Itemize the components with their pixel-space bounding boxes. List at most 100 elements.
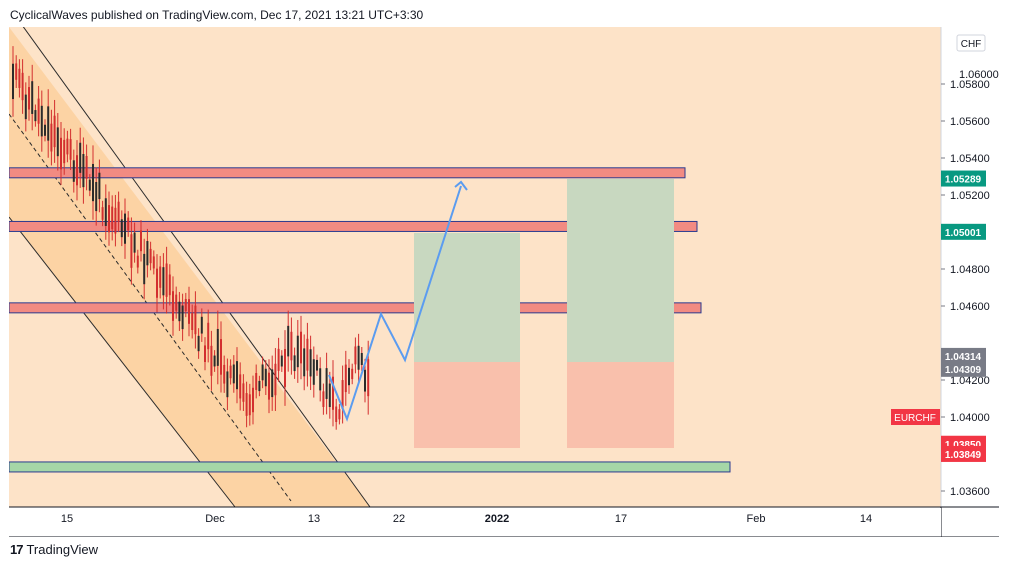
- candle-body: [258, 381, 260, 391]
- zone-resistance-0[interactable]: [9, 168, 685, 178]
- candle-body: [166, 264, 168, 297]
- x-tick-label: Dec: [205, 513, 225, 525]
- y-tick-label: 1.05600: [950, 116, 990, 128]
- candle-body: [319, 368, 321, 390]
- x-tick-label: 17: [615, 513, 627, 525]
- candle-body: [198, 336, 200, 351]
- chart-svg[interactable]: EURCHF 1.03600 1.04000 1.04200 1.04600 1.048…: [9, 27, 999, 537]
- candle-body: [233, 365, 235, 384]
- candle-body: [28, 87, 30, 109]
- candle-body: [134, 233, 136, 253]
- candle-body: [143, 254, 145, 284]
- tradingview-logo-icon: 17: [10, 542, 22, 557]
- candle-body: [354, 346, 356, 364]
- candle-body: [361, 353, 363, 365]
- candle-body: [175, 295, 177, 311]
- candle-body: [25, 95, 27, 120]
- candle-body: [118, 202, 120, 222]
- candle-body: [345, 365, 347, 392]
- candle-body: [185, 299, 187, 311]
- candle-body: [268, 373, 270, 400]
- candle-body: [284, 349, 286, 387]
- candle-body: [105, 198, 107, 226]
- candle-body: [220, 339, 222, 375]
- candle-body: [146, 241, 148, 265]
- candle-body: [313, 359, 315, 385]
- candle-body: [57, 127, 59, 156]
- candle-body: [303, 348, 305, 376]
- x-tick-label: 15: [61, 513, 73, 525]
- candle-body: [66, 139, 68, 155]
- candle-body: [108, 205, 110, 232]
- x-axis-area[interactable]: [9, 508, 941, 537]
- candle-body: [358, 346, 360, 370]
- candle-body: [15, 63, 17, 79]
- candle-body: [310, 349, 312, 376]
- candle-body: [217, 329, 219, 366]
- candle-body: [76, 155, 78, 185]
- candle-body: [111, 207, 113, 230]
- long-position-2-loss[interactable]: [567, 362, 674, 448]
- candle-body: [214, 356, 216, 367]
- candle-body: [223, 365, 225, 384]
- candle-body: [159, 267, 161, 288]
- price-chart[interactable]: EURCHF 1.03600 1.04000 1.04200 1.04600 1.048…: [9, 27, 999, 537]
- candle-body: [281, 356, 283, 367]
- x-tick-label: 14: [860, 513, 872, 525]
- long-position-1-loss[interactable]: [414, 362, 520, 448]
- candle-body: [335, 407, 337, 422]
- candle-body: [63, 140, 65, 163]
- candle-body: [210, 346, 212, 376]
- candle-body: [70, 139, 72, 160]
- x-tick-label: 2022: [485, 513, 509, 525]
- candle-body: [204, 345, 206, 362]
- candle-body: [338, 409, 340, 419]
- publish-header: CyclicalWaves published on TradingView.c…: [10, 8, 423, 22]
- candle-body: [242, 383, 244, 401]
- candle-body: [364, 370, 366, 392]
- candle-body: [162, 267, 164, 295]
- candle-body: [137, 256, 139, 268]
- price-label-text: 1.05001: [945, 228, 982, 239]
- long-position-2-profit[interactable]: [567, 179, 674, 362]
- candle-body: [102, 207, 104, 220]
- candle-body: [322, 391, 324, 407]
- candle-body: [178, 302, 180, 321]
- candle-body: [60, 138, 62, 170]
- y-tick-label: 1.03600: [950, 486, 990, 498]
- candle-body: [249, 394, 251, 415]
- x-tick-label: 13: [308, 513, 320, 525]
- footer-brand[interactable]: 17 TradingView: [10, 542, 98, 557]
- candle-body: [82, 154, 84, 187]
- x-tick-label: 22: [393, 513, 405, 525]
- candle-body: [169, 275, 171, 296]
- candle-body: [255, 373, 257, 390]
- candle-body: [294, 355, 296, 371]
- candle-body: [50, 124, 52, 152]
- candle-body: [95, 182, 97, 211]
- y-tick-label: 1.04600: [950, 301, 990, 313]
- zone-support-3[interactable]: [9, 462, 730, 472]
- candle-body: [326, 368, 328, 399]
- candle-body: [230, 366, 232, 379]
- candle-body: [18, 69, 20, 88]
- candle-body: [73, 160, 75, 181]
- candle-body: [236, 361, 238, 389]
- candle-body: [121, 219, 123, 237]
- candle-body: [41, 106, 43, 137]
- y-tick-label: 1.05400: [950, 153, 990, 165]
- candle-body: [79, 143, 81, 173]
- candle-body: [300, 332, 302, 364]
- candle-body: [188, 299, 190, 324]
- candle-body: [287, 326, 289, 357]
- candle-body: [201, 317, 203, 334]
- tradingview-brand-text: TradingView: [26, 542, 98, 557]
- candle-body: [22, 73, 24, 100]
- long-position-1-profit[interactable]: [414, 233, 520, 362]
- currency-label: CHF: [961, 39, 982, 50]
- candle-body: [262, 364, 264, 380]
- y-axis[interactable]: 1.036001.040001.042001.046001.048001.052…: [941, 79, 990, 498]
- candle-body: [89, 180, 91, 191]
- candle-body: [306, 339, 308, 371]
- candle-body: [153, 256, 155, 268]
